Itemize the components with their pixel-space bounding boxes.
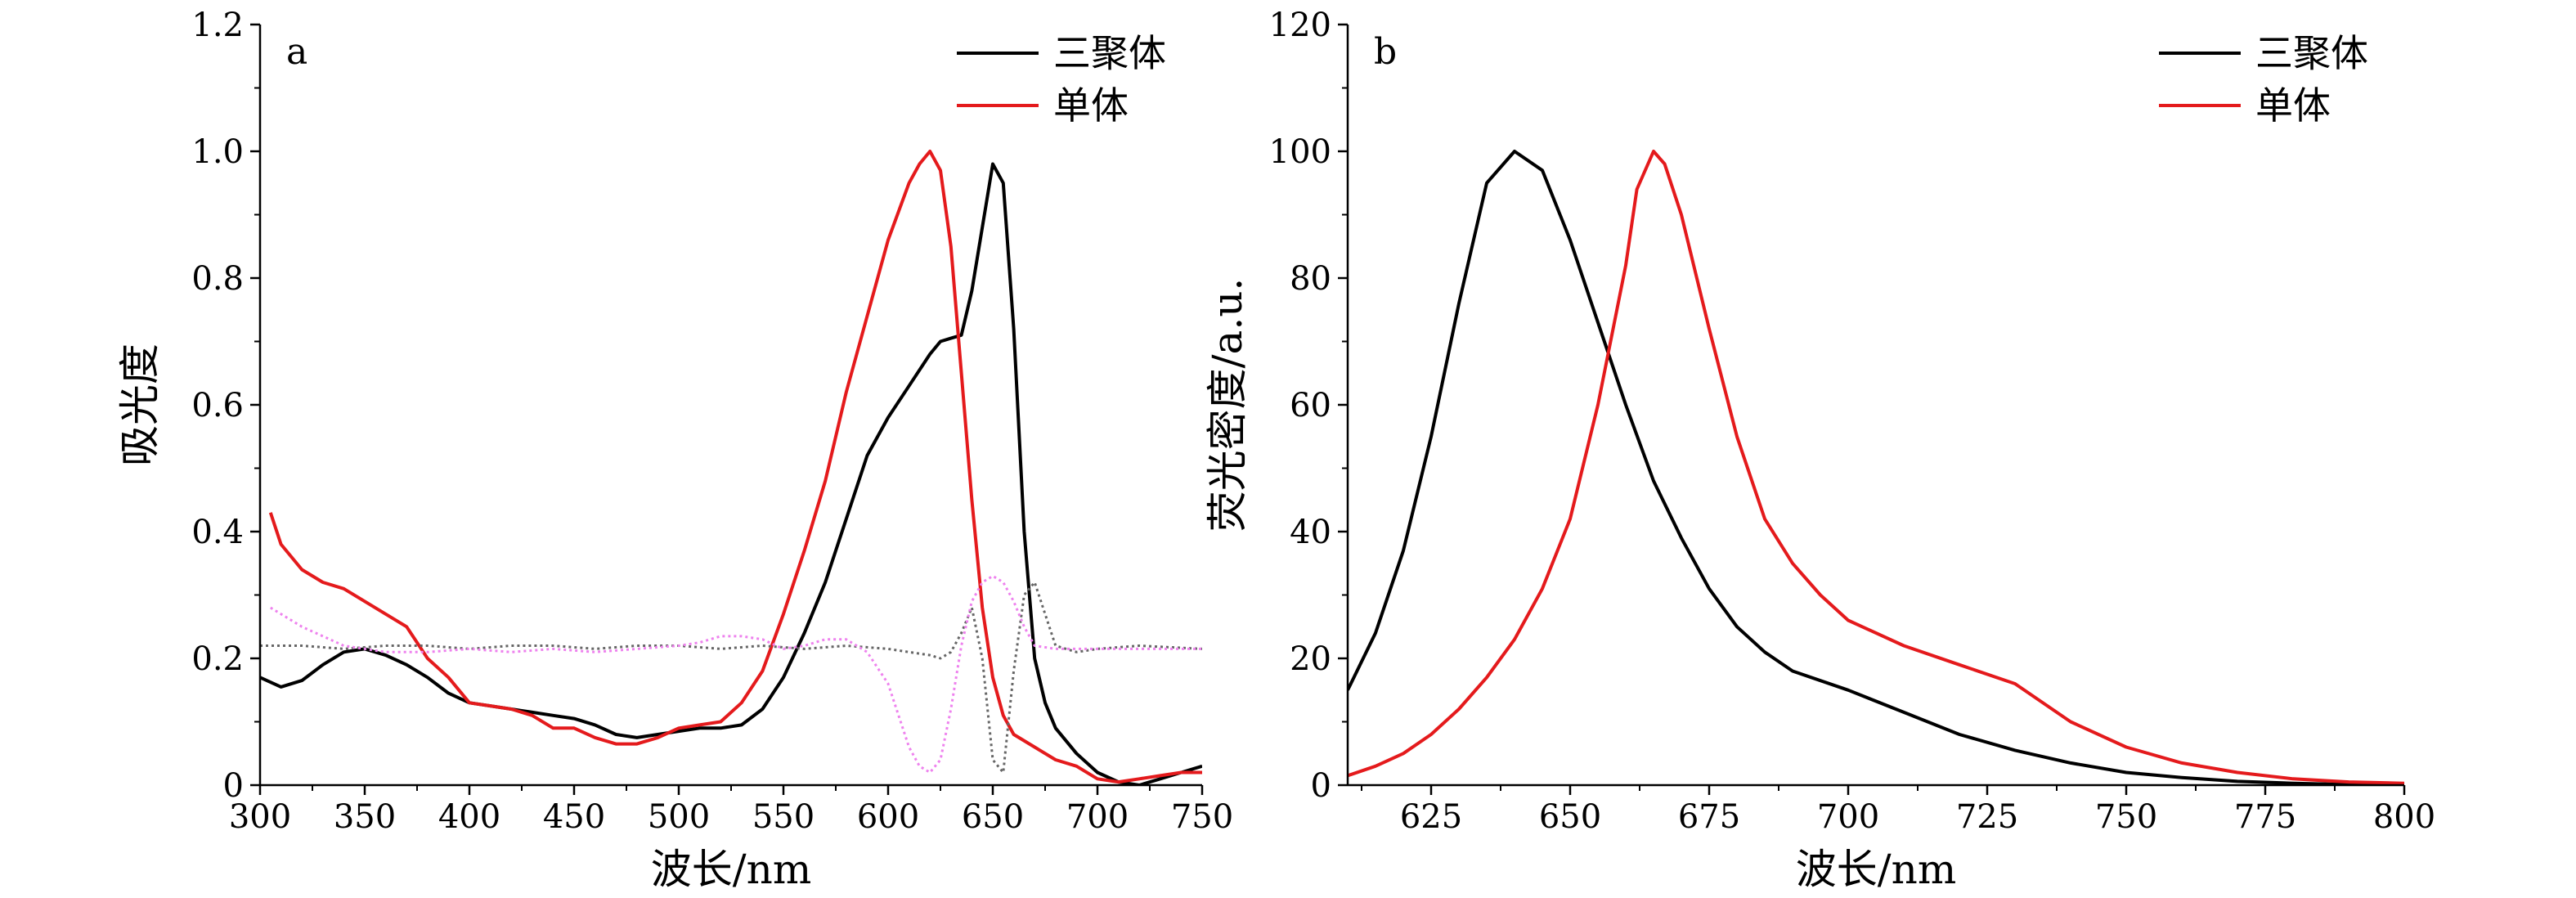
panel-a-label: a — [286, 31, 307, 73]
panel-b-y-tick-label: 80 — [1290, 260, 1331, 298]
panel-b-y-tick-label: 60 — [1290, 387, 1331, 424]
panel-b-fluorescence-chart: 625 650 675 700 725 750 775 800020406080100120 … — [1204, 7, 2435, 893]
panel-a-x-tick-label: 400 — [438, 798, 500, 836]
panel-b-label: b — [1374, 31, 1397, 73]
panel-a-y-tick-label: 0 — [223, 767, 244, 805]
panel-a-series-line-1 — [268, 150, 1202, 784]
panel-a-series-line-3 — [270, 574, 1202, 774]
panel-b-x-tick-label: 700 — [1817, 798, 1879, 836]
panel-b-y-tick-label: 40 — [1290, 514, 1331, 551]
panel-b-x-tick-label: 650 — [1539, 798, 1601, 836]
panel-b-x-tick-label: 750 — [2095, 798, 2157, 836]
panel-b-y-axis-title: 荧光密度/a.u. — [1204, 278, 1251, 532]
panel-a-x-tick-label: 350 — [334, 798, 396, 836]
panel-a-x-tick-label: 600 — [857, 798, 919, 836]
panel-a-x-tick-label: 700 — [1066, 798, 1129, 836]
panel-a-y-tick-label: 0.2 — [191, 640, 244, 678]
panel-a-x-tick-label: 300 — [229, 798, 291, 836]
panel-a-absorbance-chart: 300 350 400 450 500 550 600 650 700 750 0 0.2 0.4 0.6… — [116, 7, 1233, 893]
panel-a-x-tick-label: 500 — [648, 798, 710, 836]
panel-a-y-tick-label: 1.2 — [191, 7, 244, 44]
panel-b-x-tick-label: 625 — [1400, 798, 1462, 836]
panel-a-series-line-0 — [260, 162, 1202, 785]
panel-b-series-line-1 — [1348, 150, 2404, 785]
panel-a-y-tick-label: 1.0 — [191, 133, 244, 171]
panel-a-x-tick-label: 750 — [1171, 798, 1233, 836]
panel-b-legend-label-monomer: 单体 — [2255, 83, 2331, 128]
panel-b-legend-label-trimer: 三聚体 — [2255, 31, 2368, 75]
panel-a-legend-label-trimer: 三聚体 — [1053, 31, 1166, 75]
panel-b-y-tick-label: 20 — [1290, 640, 1331, 678]
panel-b-y-tick-label: 120 — [1269, 7, 1331, 44]
panel-a-legend-label-monomer: 单体 — [1053, 83, 1129, 128]
panel-a-x-tick-label: 650 — [962, 798, 1024, 836]
panel-a-legend: 三聚体 单体 — [957, 31, 1166, 128]
panel-b-x-tick-label: 800 — [2373, 798, 2435, 836]
panel-b-x-tick-label: 725 — [1956, 798, 2018, 836]
panel-b-legend: 三聚体 单体 — [2159, 31, 2368, 128]
panel-a-y-axis-title: 吸光度 — [116, 343, 164, 466]
panel-a-y-tick-label: 0.4 — [191, 514, 244, 551]
panel-b-series-line-0 — [1348, 150, 2404, 785]
panel-b-y-tick-label: 100 — [1269, 133, 1331, 171]
panel-b-y-tick-label: 0 — [1311, 767, 1331, 805]
panel-a-x-axis-title: 波长/nm — [651, 846, 811, 893]
panel-a-y-tick-label: 0.6 — [191, 387, 244, 424]
panel-b-x-axis-title: 波长/nm — [1796, 846, 1956, 893]
panel-b-x-tick-label: 775 — [2234, 798, 2296, 836]
panel-a-x-tick-label: 550 — [752, 798, 815, 836]
panel-a-series-line-2 — [260, 581, 1202, 774]
panel-a-x-tick-label: 450 — [543, 798, 605, 836]
panel-a-y-tick-label: 0.8 — [191, 260, 244, 298]
panel-b-x-tick-label: 675 — [1678, 798, 1740, 836]
